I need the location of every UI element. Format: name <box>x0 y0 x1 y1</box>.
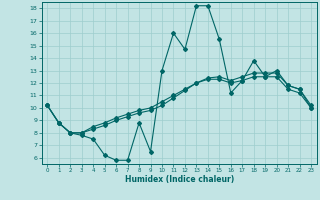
X-axis label: Humidex (Indice chaleur): Humidex (Indice chaleur) <box>124 175 234 184</box>
